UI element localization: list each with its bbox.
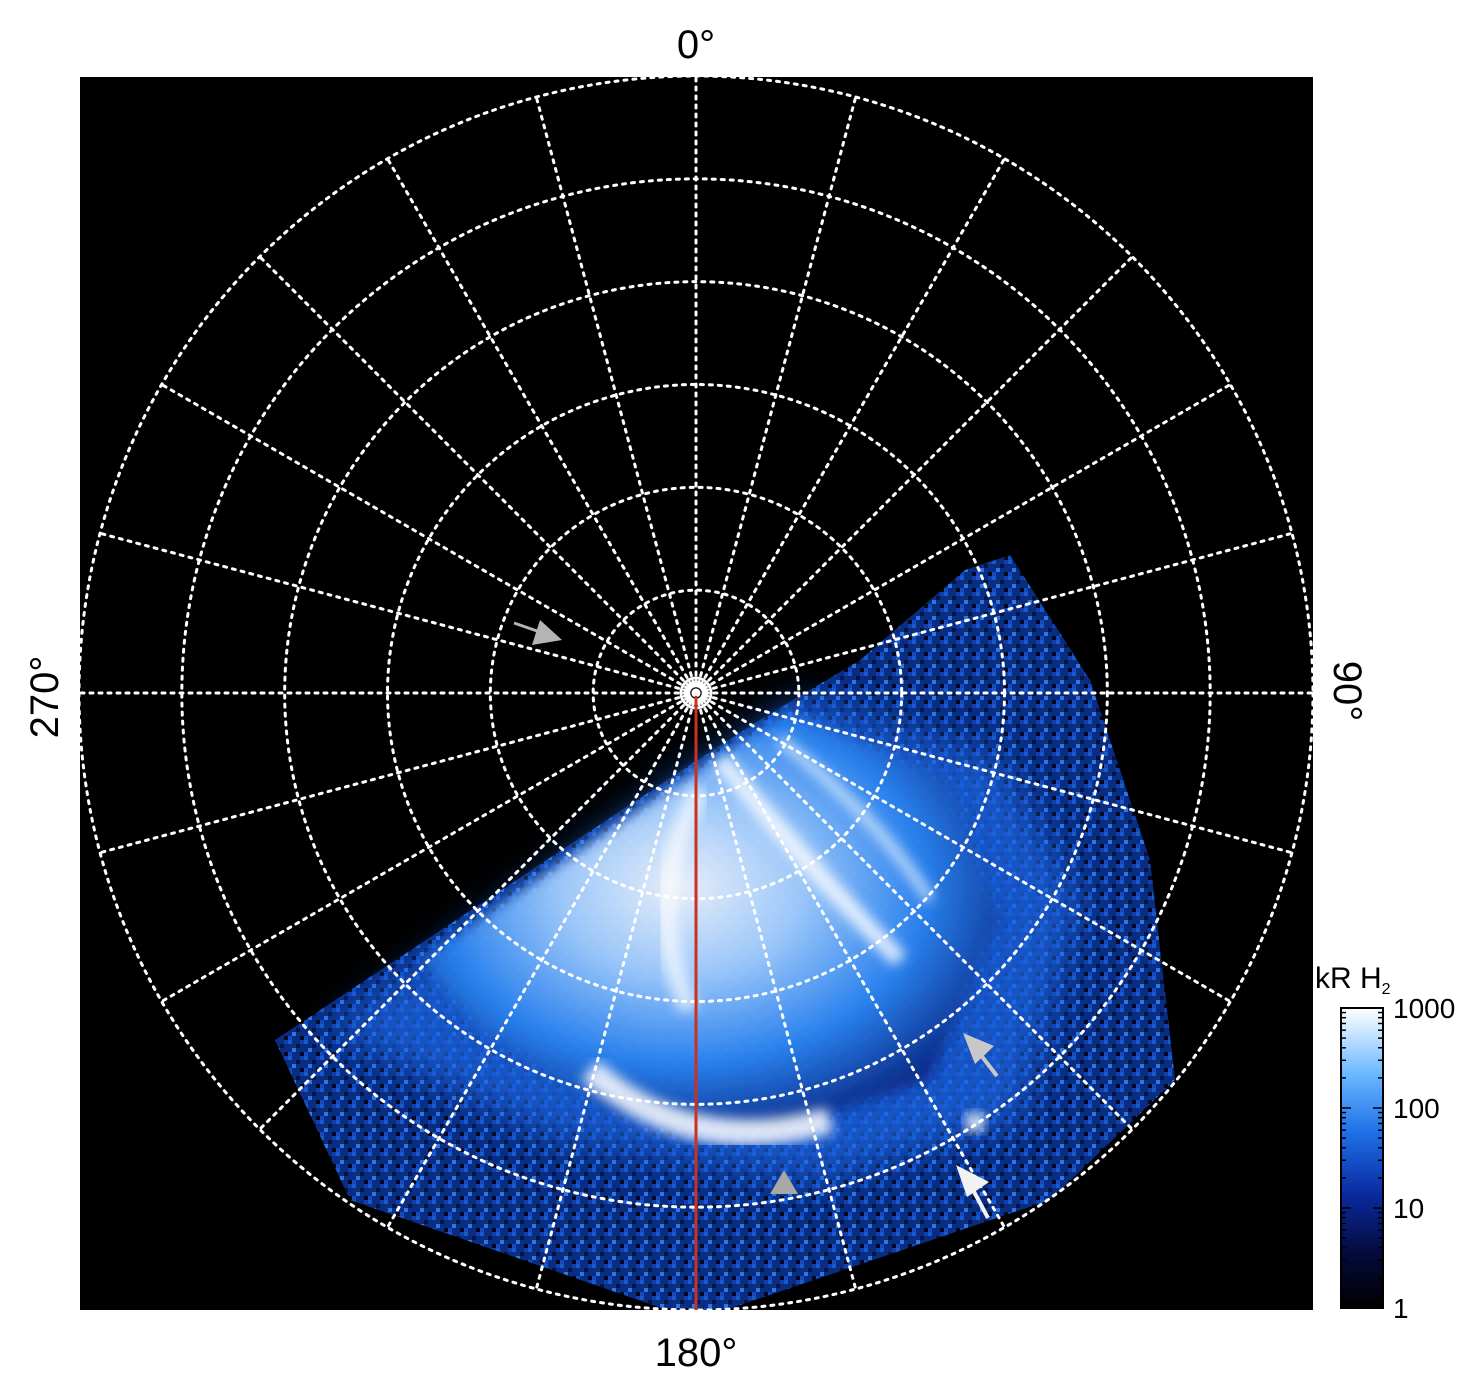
auroral-emission-image (275, 555, 1175, 1310)
meridian-line (694, 691, 1232, 1003)
polar-grid (77, 74, 1315, 1312)
colorbar-tick-label: 100 (1393, 1093, 1440, 1124)
meridian-line (258, 691, 698, 1131)
latitude-circle (77, 74, 1315, 1312)
colorbar: kR H2 1000 100 10 1 (1315, 962, 1455, 1324)
latitude-circle (283, 280, 1109, 1106)
meridian-line (386, 691, 698, 1229)
meridian-line (694, 95, 858, 695)
meridian-line (534, 95, 698, 695)
meridian-line (694, 383, 1232, 695)
meridian-line (694, 691, 1294, 855)
longitude-label-bottom: 180° (655, 1331, 738, 1375)
longitude-label-left: 270° (23, 656, 67, 739)
colorbar-tick-label: 10 (1393, 1193, 1424, 1224)
colorbar-title-main: kR H (1315, 962, 1382, 995)
meridian-line (386, 157, 698, 695)
triangle-bottom (770, 1170, 798, 1194)
meridian-line (98, 531, 698, 695)
meridian-line (694, 255, 1134, 695)
longitude-label-right: 90° (1325, 661, 1369, 722)
colorbar-tick-label: 1 (1393, 1293, 1409, 1324)
meridian-line (694, 157, 1006, 695)
meridian-line (694, 531, 1294, 695)
colorbar-gradient (1340, 1007, 1384, 1309)
meridian-line (694, 691, 1006, 1229)
arrow-right-lower (956, 1165, 990, 1219)
colorbar-tick-label: 1000 (1393, 993, 1455, 1024)
meridian-line (534, 691, 698, 1291)
colorbar-title: kR H2 (1315, 962, 1391, 998)
meridian-line (160, 383, 698, 695)
meridian-line (694, 691, 1134, 1131)
arrow-upper-left (513, 620, 562, 645)
colorbar-title-subscript: 2 (1382, 981, 1391, 998)
meridian-line (160, 691, 698, 1003)
meridian-line (258, 255, 698, 695)
colorbar-ticks: 1000 100 10 1 (1341, 993, 1455, 1324)
arrow-right-upper (963, 1033, 999, 1078)
meridian-line (98, 691, 698, 855)
longitude-label-top: 0° (677, 23, 715, 67)
meridian-line (694, 691, 858, 1291)
